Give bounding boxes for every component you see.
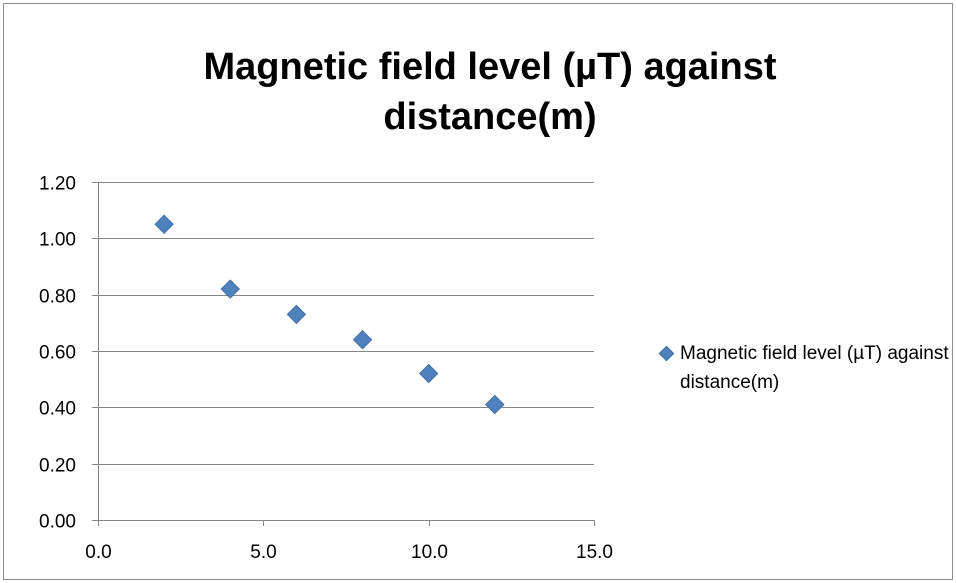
y-tick-label: 0.60 xyxy=(39,343,76,364)
y-tick-label: 1.20 xyxy=(39,174,76,195)
x-tick-label: 5.0 xyxy=(250,542,276,563)
y-tick-labels: 0.00 0.20 0.40 0.60 0.80 1.00 1.20 xyxy=(39,174,76,533)
y-tick-label: 0.80 xyxy=(39,287,76,308)
chart-area xyxy=(3,3,953,580)
y-tick-label: 1.00 xyxy=(39,230,76,251)
data-points xyxy=(154,214,505,415)
data-point xyxy=(352,330,373,350)
tick-marks xyxy=(92,182,595,526)
data-point xyxy=(485,394,505,415)
x-tick-label: 15.0 xyxy=(576,542,613,563)
data-point xyxy=(418,363,439,384)
y-tick-label: 0.00 xyxy=(39,512,76,533)
y-tick-label: 0.20 xyxy=(39,456,76,477)
x-tick-labels: 0.0 5.0 10.0 15.0 xyxy=(85,542,613,563)
data-point xyxy=(286,304,307,325)
data-point xyxy=(154,214,174,234)
chart-title-line-1: Magnetic field level (µT) against xyxy=(203,46,777,88)
gridlines xyxy=(98,182,594,465)
x-tick-label: 0.0 xyxy=(85,542,111,563)
data-point xyxy=(220,279,240,299)
chart-title-line-2: distance(m) xyxy=(383,96,597,138)
legend-series-label: Magnetic field level (µT) against distan… xyxy=(680,343,949,393)
axes xyxy=(92,182,594,526)
x-tick-label: 10.0 xyxy=(411,542,448,563)
y-tick-label: 0.40 xyxy=(39,399,76,420)
chart-title: Magnetic field level (µT) against distan… xyxy=(50,42,930,142)
